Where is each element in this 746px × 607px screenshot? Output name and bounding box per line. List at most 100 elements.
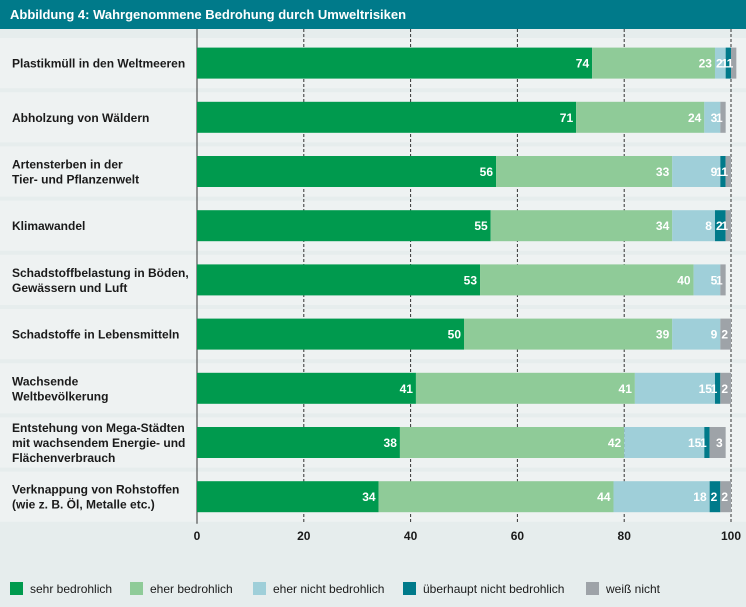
bar-segment bbox=[613, 481, 710, 513]
legend-swatch bbox=[130, 582, 143, 595]
data-label: 53 bbox=[464, 273, 478, 287]
data-label: 3 bbox=[716, 436, 723, 450]
data-label: 41 bbox=[619, 382, 633, 396]
category-label: Schadstoffbelastung in Böden, Gewässern u… bbox=[12, 266, 189, 295]
data-label: 41 bbox=[400, 382, 414, 396]
data-label: 1 bbox=[700, 436, 707, 450]
bar-segment bbox=[490, 210, 673, 242]
bar-segment bbox=[720, 156, 726, 187]
data-label: 38 bbox=[384, 436, 398, 450]
bar-segment bbox=[197, 318, 464, 350]
bar-segment bbox=[197, 427, 400, 458]
bar-segment bbox=[725, 47, 731, 79]
bar-segment bbox=[592, 47, 715, 79]
bar-segment bbox=[464, 318, 673, 350]
category-label: Artensterben in der Tier- und Pflanzenwel… bbox=[12, 158, 139, 187]
bar-segment bbox=[197, 372, 416, 404]
bar-segment bbox=[197, 156, 497, 187]
category-label: Schadstoffe in Lebensmitteln bbox=[12, 328, 179, 342]
data-label: 8 bbox=[705, 219, 712, 233]
category-label: Verknappung von Rohstoffen (wie z. B. Öl,… bbox=[12, 483, 179, 512]
bar-segment bbox=[709, 427, 726, 458]
legend-swatch bbox=[253, 582, 266, 595]
data-label: 5 bbox=[711, 273, 718, 287]
data-label: 1 bbox=[727, 57, 734, 71]
data-label: 3 bbox=[711, 111, 718, 125]
data-label: 50 bbox=[448, 328, 462, 342]
data-label: 24 bbox=[688, 111, 702, 125]
data-label: 15 bbox=[699, 382, 713, 396]
bar-segment bbox=[197, 47, 593, 79]
data-label: 1 bbox=[716, 165, 723, 179]
bar-segment bbox=[197, 481, 379, 513]
data-label: 55 bbox=[474, 219, 488, 233]
bar-segment bbox=[731, 47, 737, 79]
category-label: Entstehung von Mega-Städten mit wachsende… bbox=[12, 421, 185, 465]
data-label: 1 bbox=[721, 57, 728, 71]
data-label: 34 bbox=[362, 490, 376, 504]
data-label: 1 bbox=[716, 111, 723, 125]
category-label: Klimawandel bbox=[12, 219, 85, 233]
x-tick-label: 100 bbox=[721, 529, 741, 543]
bar-segment bbox=[714, 372, 721, 404]
bar-segment bbox=[720, 264, 726, 296]
bar-segment bbox=[624, 427, 705, 458]
data-label: 1 bbox=[711, 382, 718, 396]
bar-segment bbox=[725, 210, 731, 242]
bar-segment bbox=[480, 264, 694, 296]
bar-segment bbox=[672, 156, 721, 187]
bar-segment bbox=[720, 318, 731, 350]
bar-segment bbox=[634, 372, 715, 404]
data-label: 2 bbox=[721, 328, 728, 342]
legend-label: weiß nicht bbox=[605, 582, 661, 596]
bar-segment bbox=[378, 481, 614, 513]
data-label: 2 bbox=[721, 382, 728, 396]
data-label: 42 bbox=[608, 436, 622, 450]
bar-segment bbox=[720, 481, 731, 513]
data-label: 39 bbox=[656, 328, 670, 342]
data-label: 2 bbox=[721, 490, 728, 504]
x-tick-label: 20 bbox=[297, 529, 311, 543]
category-label: Abholzung von Wäldern bbox=[12, 111, 149, 125]
data-label: 1 bbox=[716, 273, 723, 287]
data-label: 2 bbox=[716, 57, 723, 71]
x-tick-label: 0 bbox=[194, 529, 201, 543]
bar-segment bbox=[704, 427, 710, 458]
data-label: 71 bbox=[560, 111, 574, 125]
bar-segment bbox=[576, 101, 705, 133]
bar-segment bbox=[714, 210, 726, 242]
bar-segment bbox=[704, 101, 721, 133]
bar-segment bbox=[197, 210, 491, 242]
data-label: 40 bbox=[677, 273, 691, 287]
bar-segment bbox=[197, 101, 577, 133]
x-tick-label: 40 bbox=[404, 529, 418, 543]
bar-segment bbox=[720, 372, 731, 404]
category-label: Plastikmüll in den Weltmeeren bbox=[12, 57, 185, 71]
data-label: 1 bbox=[721, 219, 728, 233]
legend-swatch bbox=[403, 582, 416, 595]
bar-segment bbox=[709, 481, 721, 513]
bar-segment bbox=[399, 427, 625, 458]
bar-segment bbox=[714, 47, 726, 79]
data-label: 23 bbox=[699, 57, 713, 71]
data-label: 44 bbox=[597, 490, 611, 504]
bar-segment bbox=[496, 156, 673, 187]
legend-label: eher nicht bedrohlich bbox=[273, 582, 384, 596]
chart-title: Abbildung 4: Wahrgenommene Bedrohung dur… bbox=[0, 0, 746, 29]
data-label: 2 bbox=[716, 219, 723, 233]
category-label: Wachsende Weltbevölkerung bbox=[12, 374, 108, 403]
bar-segment bbox=[672, 318, 721, 350]
data-label: 18 bbox=[693, 490, 707, 504]
legend-swatch bbox=[10, 582, 23, 595]
data-label: 33 bbox=[656, 165, 670, 179]
data-label: 34 bbox=[656, 219, 670, 233]
legend-label: sehr bedrohlich bbox=[30, 582, 112, 596]
legend-label: eher bedrohlich bbox=[150, 582, 233, 596]
data-label: 9 bbox=[711, 165, 718, 179]
legend-label: überhaupt nicht bedrohlich bbox=[423, 582, 564, 596]
data-label: 9 bbox=[711, 328, 718, 342]
data-label: 74 bbox=[576, 57, 590, 71]
bar-segment bbox=[720, 101, 726, 133]
bar-segment bbox=[672, 210, 715, 242]
